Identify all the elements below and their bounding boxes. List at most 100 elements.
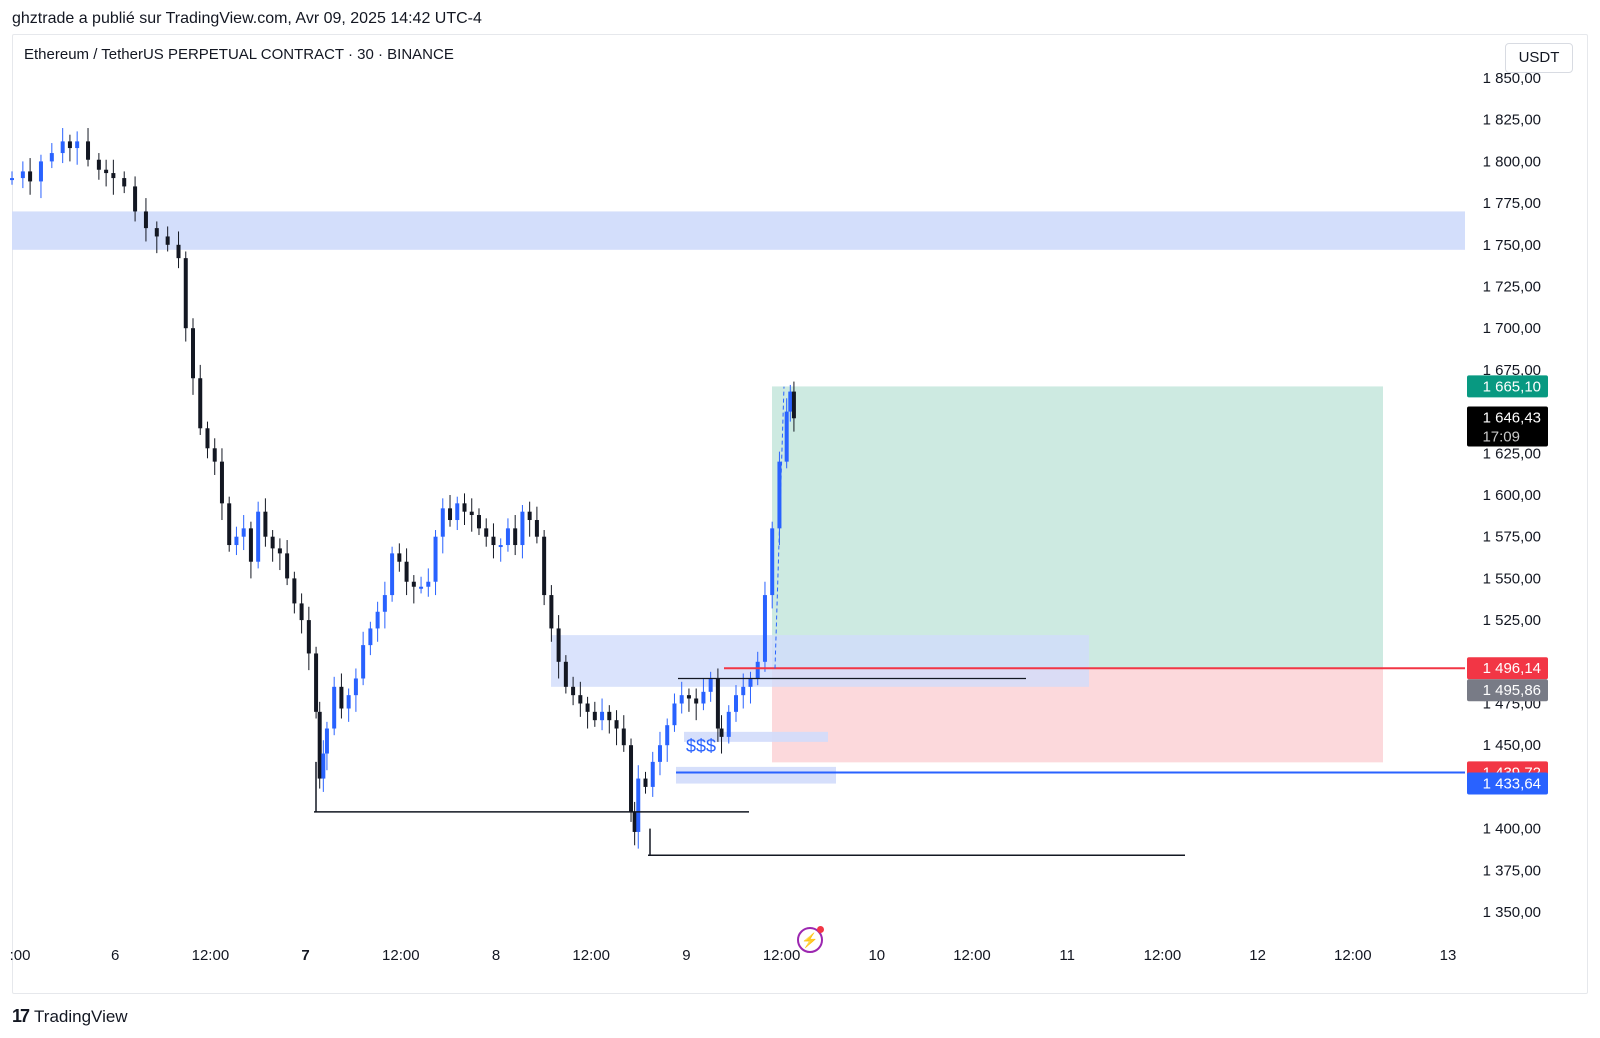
tradingview-logo-icon: 17	[12, 1006, 30, 1026]
price-tick: 1 350,00	[1483, 904, 1541, 921]
candle-body	[285, 553, 290, 579]
liquidity-zone-2	[676, 766, 836, 784]
candle-body	[542, 536, 547, 596]
price-tick: 1 750,00	[1483, 237, 1541, 254]
brand-text: TradingView	[34, 1006, 128, 1026]
candle-body	[306, 620, 311, 654]
candle-body	[784, 411, 789, 462]
entry-price-label: 1 496,14	[1483, 660, 1541, 677]
candle-body	[748, 678, 753, 687]
candle-body	[404, 561, 409, 582]
candle-body	[353, 678, 358, 696]
candle-body	[777, 461, 782, 529]
candle-body	[397, 553, 402, 562]
candle-body	[361, 645, 366, 679]
candle-body	[426, 581, 431, 587]
candle-body	[686, 695, 691, 699]
candle-body	[205, 428, 210, 449]
candle-body	[621, 728, 626, 746]
blue-level-bg	[1467, 772, 1548, 795]
candle-body	[346, 695, 351, 709]
price-tick: 1 700,00	[1483, 320, 1541, 337]
candle-body	[143, 211, 148, 229]
candle-body	[241, 528, 246, 537]
time-axis[interactable]: :00 6 12:00 7 12:00 8 12:00 9 12:00 10 12:00 11 12:0…	[10, 947, 1457, 964]
candle-body	[462, 503, 467, 512]
candle-body	[632, 811, 637, 832]
candles-layer	[10, 128, 796, 849]
candle-body	[448, 508, 453, 521]
candle-body	[455, 503, 460, 521]
candle-body	[556, 628, 561, 662]
candle-body	[715, 678, 720, 729]
candle-body	[67, 141, 72, 149]
candle-body	[476, 515, 481, 529]
candle-body	[122, 178, 127, 187]
candle-body	[154, 228, 159, 237]
price-tick: 1 450,00	[1483, 737, 1541, 754]
candle-body	[672, 703, 677, 726]
candle-body	[469, 511, 474, 516]
candle-body	[650, 761, 655, 787]
candle-body	[270, 536, 275, 549]
candle-body	[614, 720, 619, 729]
candle-body	[382, 595, 387, 612]
candle-body	[665, 725, 670, 746]
price-axis[interactable]: 1 350,001 375,001 400,001 450,001 475,00…	[1483, 70, 1541, 921]
symbol-title[interactable]: Ethereum / TetherUS PERPETUAL CONTRACT ·…	[24, 46, 454, 63]
candle-body	[256, 511, 261, 562]
flash-alert-icon[interactable]: ⚡	[797, 926, 824, 953]
currency-button[interactable]: USDT	[1505, 43, 1573, 73]
candle-body	[719, 728, 724, 737]
time-tick: 12:00	[382, 947, 420, 964]
candle-body	[86, 141, 91, 160]
candle-body	[694, 698, 699, 704]
candle-body	[165, 236, 170, 245]
last-price-bg	[1467, 406, 1548, 447]
candle-body	[679, 695, 684, 704]
entry-price-label-bg	[1467, 657, 1548, 680]
time-tick: 12:00	[572, 947, 610, 964]
time-tick: 9	[682, 947, 690, 964]
time-tick: 7	[301, 947, 309, 964]
candle-body	[292, 578, 297, 604]
candle-body	[332, 686, 337, 729]
candle-body	[549, 595, 554, 629]
candle-body	[791, 391, 796, 419]
candle-body	[20, 171, 25, 179]
candle-body	[375, 611, 380, 629]
candle-body	[534, 520, 539, 537]
blue-level-label: 1 433,64	[1483, 775, 1541, 792]
candle-body	[191, 328, 195, 379]
candle-body	[263, 511, 268, 537]
candle-body	[234, 536, 239, 546]
candle-body	[198, 378, 203, 429]
candle-body	[299, 603, 304, 621]
candle-body	[133, 186, 138, 212]
time-tick: 8	[492, 947, 500, 964]
candle-body	[433, 536, 438, 582]
candle-body	[636, 778, 641, 832]
candle-body	[75, 141, 80, 149]
candle-body	[571, 686, 576, 696]
candle-body	[607, 711, 612, 721]
candle-body	[219, 461, 224, 504]
chart-frame	[12, 34, 1588, 994]
tradingview-logo[interactable]: 17 TradingView	[12, 1006, 128, 1027]
candle-body	[212, 448, 217, 462]
candle-body	[592, 711, 597, 721]
price-tick: 1 375,00	[1483, 862, 1541, 879]
candle-body	[643, 778, 648, 787]
price-tick: 1 850,00	[1483, 70, 1541, 87]
time-tick: :00	[10, 947, 31, 964]
price-tick: 1 800,00	[1483, 153, 1541, 170]
time-tick: 12:00	[1144, 947, 1182, 964]
liquidity-annotation: $$$	[686, 736, 716, 756]
drawing-zones	[12, 211, 1465, 784]
candle-body	[770, 528, 775, 596]
candle-body	[440, 508, 445, 537]
candle-body	[520, 511, 525, 546]
target-price-label-bg	[1467, 375, 1548, 398]
candle-body	[505, 528, 510, 546]
